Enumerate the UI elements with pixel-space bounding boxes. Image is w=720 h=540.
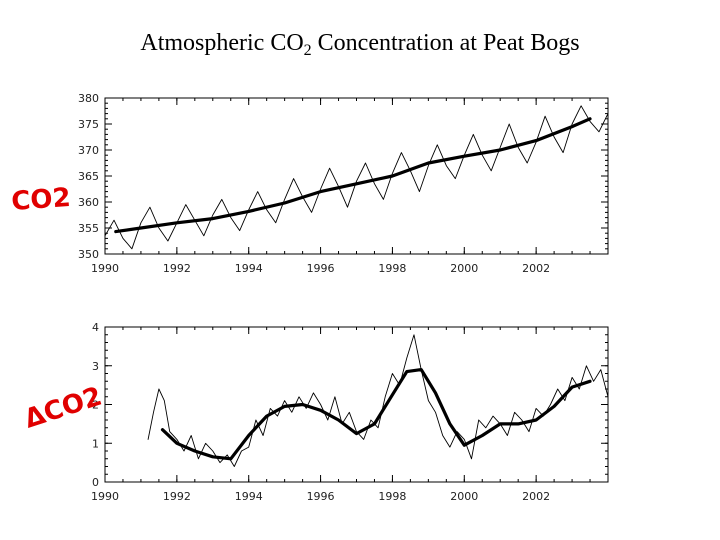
x-tick-label: 1992 <box>163 262 191 275</box>
y-tick-label: 360 <box>78 196 99 209</box>
x-tick-label: 1996 <box>307 490 335 503</box>
y-tick-label: 1 <box>92 437 99 450</box>
plot-frame <box>104 97 609 255</box>
series-line-smoothed <box>160 368 592 461</box>
x-tick-label: 1990 <box>91 262 119 275</box>
y-tick-label: 350 <box>78 248 99 261</box>
co2-panel: 1990 1992 1994 1996 1998 2000 2002 350 355 360 365… <box>78 92 609 275</box>
y-tick-label: 3 <box>92 360 99 373</box>
y-tick-label: 2 <box>92 399 99 412</box>
y-tick-label: 375 <box>78 118 99 131</box>
delta-co2-panel: 1990 1992 1994 1996 1998 2000 2002 0 1 2 3 4 <box>91 321 609 503</box>
y-tick-label: 365 <box>78 170 99 183</box>
x-tick-label: 1990 <box>91 490 119 503</box>
annotation-co2: CO2 <box>10 183 71 217</box>
x-tick-label: 1994 <box>235 490 263 503</box>
x-tick-label: 2002 <box>522 262 550 275</box>
y-tick-label: 380 <box>78 92 99 105</box>
x-tick-label: 1998 <box>378 262 406 275</box>
series-line-smoothed <box>114 117 592 234</box>
y-tick-label: 4 <box>92 321 99 334</box>
x-tick-label: 1994 <box>235 262 263 275</box>
x-tick-label: 2002 <box>522 490 550 503</box>
series-line-raw <box>147 334 609 467</box>
y-tick-label: 355 <box>78 222 99 235</box>
chart-title: Atmospheric CO2 Concentration at Peat Bo… <box>140 30 580 59</box>
y-tick-label: 0 <box>92 476 99 489</box>
x-tick-label: 2000 <box>450 262 478 275</box>
plot-frame <box>104 326 609 483</box>
x-tick-label: 1992 <box>163 490 191 503</box>
x-tick-label: 2000 <box>450 490 478 503</box>
annotation-delta-co2: ΔCO2 <box>21 382 106 435</box>
x-tick-label: 1998 <box>378 490 406 503</box>
x-tick-label: 1996 <box>307 262 335 275</box>
y-tick-label: 370 <box>78 144 99 157</box>
series-line-raw <box>104 105 609 250</box>
